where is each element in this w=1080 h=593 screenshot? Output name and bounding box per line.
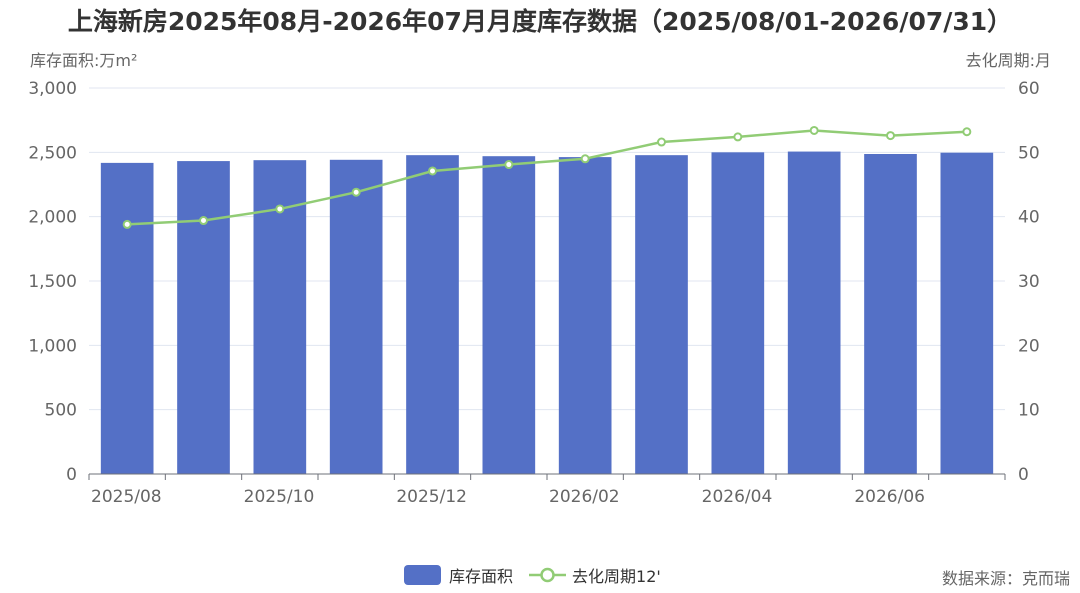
x-tick-label: 2026/06 bbox=[854, 487, 925, 507]
y2-tick-label: 0 bbox=[1018, 465, 1029, 485]
legend-bar-swatch bbox=[404, 565, 441, 585]
y-tick-label: 1,500 bbox=[28, 272, 77, 292]
bar bbox=[177, 161, 230, 474]
legend: 库存面积 去化周期12' bbox=[404, 563, 677, 587]
line-point bbox=[733, 132, 743, 142]
legend-item-cycle[interactable]: 去化周期12' bbox=[529, 563, 661, 587]
y2-tick-label: 30 bbox=[1018, 272, 1040, 292]
right-axis-unit-label: 去化周期:月 bbox=[965, 51, 1051, 70]
bar-series bbox=[100, 151, 994, 475]
grid-lines bbox=[89, 87, 1005, 411]
legend-label-cycle: 去化周期12' bbox=[572, 567, 661, 586]
y-tick-label: 500 bbox=[45, 401, 77, 421]
y-tick-label: 1,000 bbox=[28, 336, 77, 356]
line-point bbox=[275, 204, 285, 214]
line-point bbox=[199, 216, 208, 226]
line-point bbox=[886, 131, 895, 141]
y2-tick-label: 10 bbox=[1018, 401, 1040, 421]
source-note: 数据来源：克而瑞 bbox=[941, 569, 1070, 588]
bar bbox=[558, 157, 612, 474]
legend-label-inventory: 库存面积 bbox=[449, 567, 514, 586]
bar bbox=[482, 156, 536, 474]
line-path bbox=[127, 129, 967, 226]
tick-labels: 0 0 500 10 1,000 20 1,500 30 2,000 40 2,500 50 3,000… bbox=[28, 79, 1039, 507]
bar bbox=[787, 151, 841, 474]
x-tick-label: 2025/12 bbox=[396, 487, 467, 507]
axes bbox=[88, 473, 1006, 480]
legend-item-inventory[interactable]: 库存面积 bbox=[404, 563, 513, 587]
y-tick-label: 0 bbox=[66, 465, 77, 485]
y2-tick-label: 60 bbox=[1018, 79, 1040, 99]
line-point bbox=[351, 187, 361, 197]
y2-tick-label: 40 bbox=[1018, 208, 1040, 228]
line-point bbox=[580, 154, 590, 164]
line-point bbox=[428, 166, 437, 176]
bar bbox=[864, 154, 917, 475]
left-axis-unit-label: 库存面积:万m² bbox=[30, 51, 138, 70]
y2-tick-label: 50 bbox=[1018, 143, 1040, 163]
bar bbox=[635, 155, 688, 474]
bar bbox=[940, 152, 994, 474]
y-tick-label: 2,000 bbox=[28, 208, 77, 228]
legend-line-swatch bbox=[529, 567, 567, 583]
x-tick-label: 2026/04 bbox=[702, 487, 773, 507]
bar bbox=[406, 155, 459, 474]
y-tick-label: 3,000 bbox=[28, 79, 77, 99]
bar bbox=[329, 159, 383, 474]
line-point bbox=[504, 160, 514, 170]
line-point bbox=[657, 137, 666, 147]
line-point bbox=[809, 125, 819, 135]
y2-tick-label: 20 bbox=[1018, 336, 1040, 356]
line-series bbox=[122, 125, 972, 229]
chart-title: 上海新房2025年08月-2026年07月月度库存数据（2025/08/01-2… bbox=[67, 7, 1013, 36]
x-tick-label: 2026/02 bbox=[549, 487, 620, 507]
bar bbox=[711, 152, 765, 475]
line-point bbox=[122, 219, 132, 229]
y-tick-label: 2,500 bbox=[28, 143, 77, 163]
x-tick-label: 2025/08 bbox=[91, 487, 162, 507]
x-tick-label: 2025/10 bbox=[244, 487, 315, 507]
line-point bbox=[962, 127, 972, 137]
bar bbox=[100, 162, 154, 474]
